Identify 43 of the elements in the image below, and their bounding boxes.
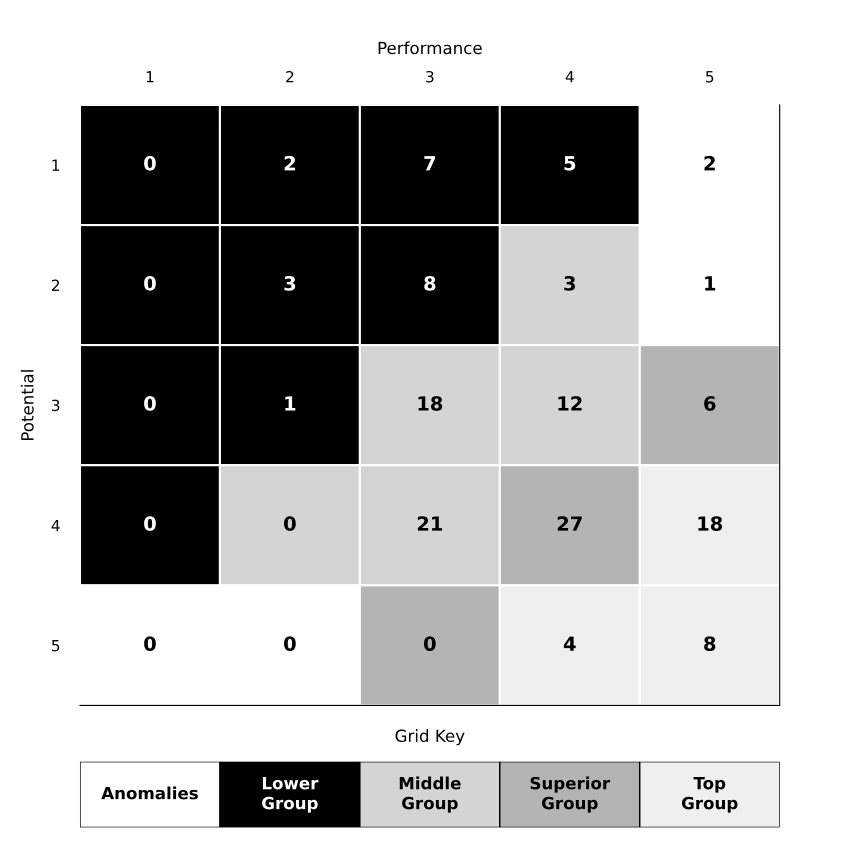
y-tick-label: 2 xyxy=(52,280,60,291)
data-label: 1 xyxy=(705,276,716,290)
data-label: 18 xyxy=(418,396,442,411)
data-label: 2 xyxy=(704,156,715,170)
data-label: 0 xyxy=(144,636,156,652)
data-label: 8 xyxy=(704,636,716,652)
data-label: 3 xyxy=(284,276,296,291)
category-label: Middle Group xyxy=(400,776,461,813)
data-label: 0 xyxy=(144,396,156,411)
data-label: 1 xyxy=(285,396,296,411)
data-label: 0 xyxy=(284,516,296,531)
data-label: 0 xyxy=(144,276,156,291)
x-axis-title: Performance xyxy=(378,41,482,54)
data-label: 0 xyxy=(144,156,156,171)
y-tick-label: 5 xyxy=(52,640,60,652)
x-tick-label: 4 xyxy=(566,71,574,82)
y-tick-label: 4 xyxy=(52,520,60,532)
x-tick-label: 3 xyxy=(426,70,434,83)
y-axis-title: Potential xyxy=(20,370,34,440)
y-tick-label: 3 xyxy=(52,400,60,412)
data-label: 5 xyxy=(564,156,576,171)
x-tick-label: 5 xyxy=(706,71,714,83)
data-label: 21 xyxy=(418,516,442,531)
data-label: 0 xyxy=(144,516,156,531)
data-label: 8 xyxy=(424,276,436,291)
data-label: 18 xyxy=(698,516,722,531)
category-label: Anomalies xyxy=(101,786,198,800)
x-tick-label: 1 xyxy=(146,71,154,82)
data-label: 0 xyxy=(284,636,296,652)
x-tick-label: 2 xyxy=(286,70,294,82)
category-label: Lower Group xyxy=(262,777,318,813)
category-label: Superior Group xyxy=(530,776,610,813)
data-label: 6 xyxy=(704,396,716,411)
data-label: 27 xyxy=(558,516,582,531)
y-tick-label: 1 xyxy=(52,160,60,171)
text: Grid Key xyxy=(396,729,465,746)
data-label: 2 xyxy=(284,156,295,170)
data-label: 3 xyxy=(564,276,575,291)
category-label: Top Group xyxy=(682,777,738,813)
data-label: 12 xyxy=(558,396,582,411)
data-label: 7 xyxy=(424,156,436,170)
data-label: 0 xyxy=(424,636,436,652)
data-label: 4 xyxy=(564,636,576,651)
